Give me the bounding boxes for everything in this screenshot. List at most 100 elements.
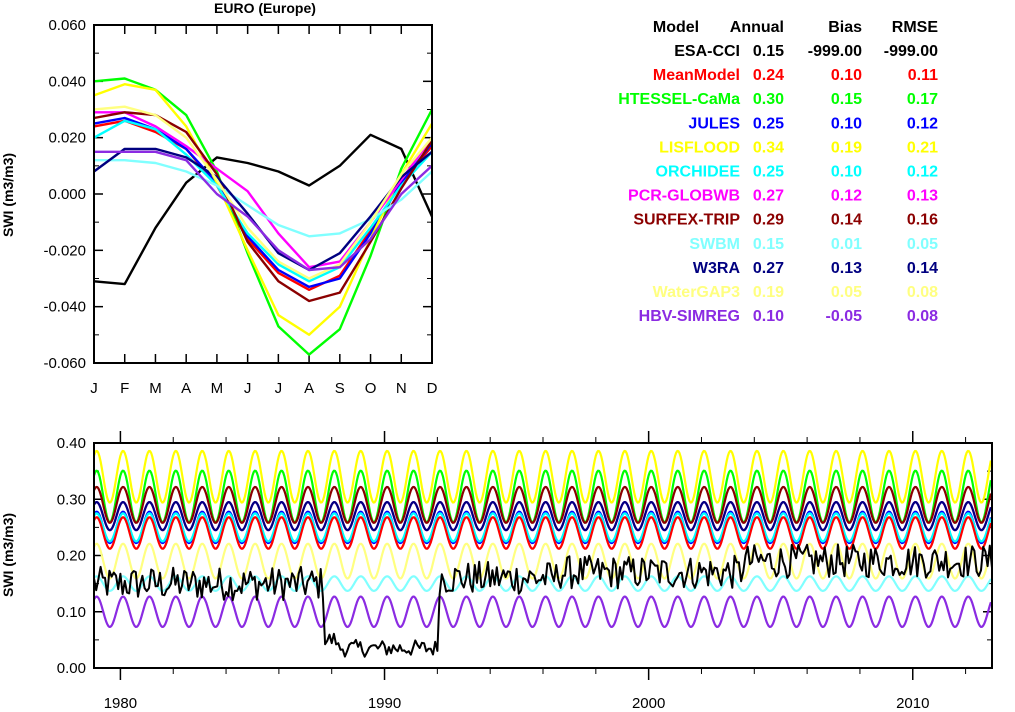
x-tick-label: 2010 [896, 695, 929, 712]
x-tick-label: S [335, 380, 345, 397]
x-tick-label: O [365, 380, 377, 397]
row-bias: 0.10 [831, 115, 862, 132]
row-annual: 0.24 [753, 67, 784, 84]
row-bias: -999.00 [808, 43, 862, 60]
row-annual: 0.25 [753, 115, 784, 132]
row-annual: 0.30 [753, 91, 784, 108]
series-line-orchidee [93, 119, 433, 283]
row-rmse: 0.08 [907, 308, 938, 325]
row-bias: 0.10 [831, 67, 862, 84]
x-tick-label: N [396, 380, 407, 397]
y-tick-label: -0.020 [43, 242, 86, 259]
row-bias: -0.05 [826, 308, 863, 325]
row-bias: 0.14 [831, 212, 862, 229]
axis-ticks: 0.40 0.30 0.20 0.10 0.00 1980 1990 2000 2010 [57, 431, 992, 712]
y-tick-label: 0.30 [57, 491, 86, 508]
series-line-watergap3 [93, 105, 433, 280]
header-bias: Bias [828, 19, 862, 36]
row-model: PCR-GLOBWB [628, 188, 740, 205]
series-line-orchidee [93, 512, 992, 543]
table-row: MeanModel 0.24 0.10 0.11 [653, 67, 938, 84]
y-axis-title: SWI (m3/m3) [0, 513, 16, 597]
table-row: SURFEX-TRIP 0.29 0.14 0.16 [633, 212, 938, 229]
row-annual: 0.27 [753, 188, 784, 205]
row-bias: 0.10 [831, 164, 862, 181]
x-tick-label: 1980 [104, 695, 137, 712]
x-tick-label: M [211, 380, 224, 397]
x-tick-label: 2000 [632, 695, 665, 712]
row-model: HTESSEL-CaMa [618, 91, 740, 108]
y-tick-label: 0.20 [57, 548, 86, 565]
series-line-lisflood [92, 449, 992, 504]
series-line-lisflood [93, 82, 434, 336]
row-rmse: 0.12 [907, 115, 938, 132]
row-model: LISFLOOD [659, 139, 740, 156]
row-model: SWBM [689, 236, 740, 253]
y-tick-label: 0.000 [48, 186, 86, 203]
table-row: W3RA 0.27 0.13 0.14 [693, 260, 938, 277]
row-model: SURFEX-TRIP [633, 212, 740, 229]
table-row: JULES 0.25 0.10 0.12 [688, 115, 938, 132]
row-bias: 0.05 [831, 284, 862, 301]
plot-frame [93, 442, 993, 669]
y-tick-label: 0.040 [48, 73, 86, 90]
y-tick-label: 0.00 [57, 660, 86, 677]
row-annual: 0.34 [753, 139, 784, 156]
table-row: LISFLOOD 0.34 0.19 0.21 [659, 139, 938, 156]
y-tick-label: -0.040 [43, 299, 86, 316]
row-bias: 0.12 [831, 188, 862, 205]
series-line-esa-cci [93, 133, 434, 286]
row-rmse: 0.05 [907, 236, 938, 253]
row-rmse: 0.11 [908, 67, 938, 84]
series-line-meanmodel [93, 516, 992, 550]
series-line-watergap3 [93, 542, 992, 580]
row-model: MeanModel [653, 67, 740, 84]
row-annual: 0.29 [753, 212, 784, 229]
timeseries-chart: SWI (m3/m3) 0.40 0.30 0.20 0.10 0.00 1980 1990… [0, 431, 993, 712]
header-annual: Annual [730, 19, 784, 36]
series-lines [92, 449, 993, 658]
x-tick-label: A [304, 380, 314, 397]
row-rmse: 0.17 [907, 91, 938, 108]
table-row: PCR-GLOBWB 0.27 0.12 0.13 [628, 188, 938, 205]
series-line-surfex-trip [93, 485, 992, 524]
y-tick-label: 0.40 [57, 435, 86, 452]
y-tick-label: 0.020 [48, 130, 86, 147]
row-model: JULES [688, 115, 740, 132]
series-lines [93, 77, 434, 356]
row-annual: 0.25 [753, 164, 784, 181]
series-line-hbv-simreg [94, 150, 433, 272]
row-model: HBV-SIMREG [639, 308, 740, 325]
table-rows: ESA-CCI 0.15 -999.00 -999.00 MeanModel 0.24 0.… [618, 43, 938, 325]
header-model: Model [653, 19, 699, 36]
row-annual: 0.19 [753, 284, 784, 301]
y-tick-label: 0.10 [57, 604, 86, 621]
seasonal-cycle-chart: EURO (Europe) SWI (m3/m3) 0.060 0.040 0.02… [0, 0, 438, 397]
row-annual: 0.27 [753, 260, 784, 277]
table-row: ESA-CCI 0.15 -999.00 -999.00 [674, 43, 938, 60]
table-row: WaterGAP3 0.19 0.05 0.08 [653, 284, 939, 301]
table-row: HBV-SIMREG 0.10 -0.05 0.08 [639, 308, 938, 325]
row-model: ESA-CCI [674, 43, 740, 60]
series-line-w3ra [93, 501, 992, 532]
x-tick-label: J [275, 380, 283, 397]
plot-frame [93, 24, 433, 364]
row-rmse: 0.12 [907, 164, 938, 181]
table-row: HTESSEL-CaMa 0.30 0.15 0.17 [618, 91, 938, 108]
series-line-esa-cci [93, 543, 993, 658]
x-tick-label: J [244, 380, 252, 397]
row-rmse: 0.16 [907, 212, 938, 229]
chart-title: EURO (Europe) [214, 0, 316, 16]
row-rmse: 0.21 [907, 139, 938, 156]
row-model: WaterGAP3 [653, 284, 741, 301]
y-axis-title: SWI (m3/m3) [0, 153, 16, 237]
row-bias: 0.15 [831, 91, 862, 108]
x-tick-label: D [427, 380, 438, 397]
row-bias: 0.01 [831, 236, 862, 253]
y-tick-label: 0.060 [48, 17, 86, 34]
table-row: SWBM 0.15 0.01 0.05 [689, 236, 938, 253]
row-annual: 0.15 [753, 43, 784, 60]
table-row: ORCHIDEE 0.25 0.10 0.12 [656, 164, 939, 181]
x-tick-label: M [149, 380, 162, 397]
x-tick-label: A [181, 380, 191, 397]
